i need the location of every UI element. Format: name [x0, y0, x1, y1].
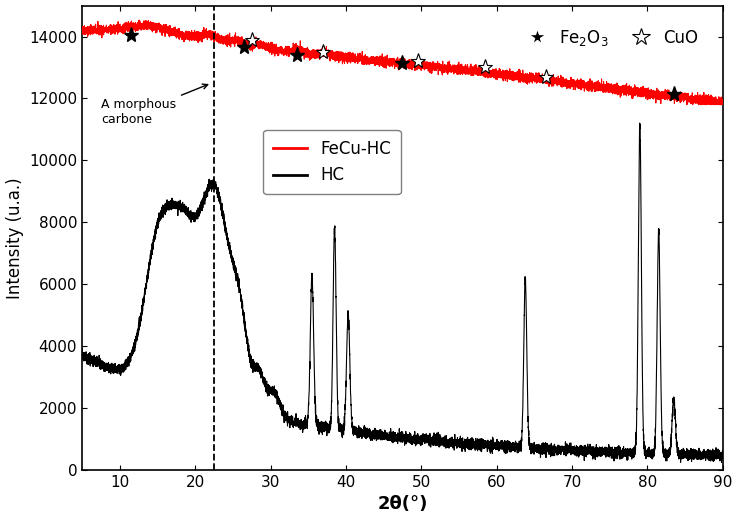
X-axis label: 2θ(°): 2θ(°) [377, 496, 427, 513]
Text: A morphous
carbone: A morphous carbone [101, 84, 207, 127]
Y-axis label: Intensity (u.a.): Intensity (u.a.) [6, 177, 24, 298]
Legend: Fe$_2$O$_3$, CuO: Fe$_2$O$_3$, CuO [514, 21, 705, 54]
